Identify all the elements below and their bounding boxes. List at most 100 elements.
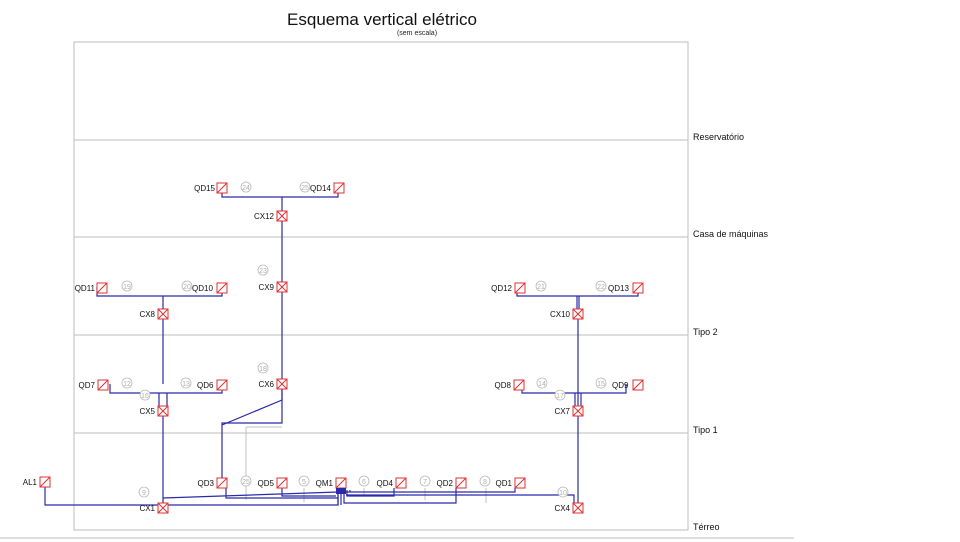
- circuit-number-tag: 7: [419, 475, 431, 487]
- svg-text:25: 25: [242, 479, 250, 486]
- box-label-cx6: CX6: [258, 380, 274, 389]
- circuit-number-tag: 10: [557, 486, 569, 498]
- circuit-number-tag: 17: [554, 389, 566, 401]
- circuit-number-tag: 5: [298, 475, 310, 487]
- diagram-subtitle: (sem escala): [396, 30, 438, 37]
- circuit-number-tag: 14: [536, 377, 548, 389]
- box-label-cx1: CX1: [139, 504, 155, 513]
- svg-text:22: 22: [597, 284, 605, 291]
- wire: [221, 388, 283, 486]
- svg-text:15: 15: [597, 381, 605, 388]
- diagram-title: Esquema vertical elétrico: [287, 10, 477, 29]
- circuit-number-tag: 6: [358, 475, 370, 487]
- wire: [162, 491, 339, 499]
- feeder-wires: [44, 188, 639, 506]
- panel-symbol: [513, 379, 525, 391]
- panel-label-qm1: QM1: [316, 479, 334, 488]
- panel-symbol: [632, 282, 644, 294]
- svg-text:8: 8: [483, 479, 487, 486]
- circuit-number-tag: 16: [139, 389, 151, 401]
- panel-symbol: [216, 477, 228, 489]
- svg-text:16: 16: [141, 393, 149, 400]
- wire: [281, 488, 336, 497]
- svg-text:21: 21: [537, 284, 545, 291]
- svg-text:13: 13: [182, 381, 190, 388]
- box-symbol: [572, 308, 584, 320]
- wire: [346, 494, 575, 505]
- panel-symbol: [216, 379, 228, 391]
- circuit-number-tag: 9: [138, 486, 150, 498]
- box-label-cx9: CX9: [258, 283, 274, 292]
- box-labels: CX12 CX9 CX8 CX10 CX6 CX5 CX7 CX1 CX4: [139, 212, 570, 513]
- svg-text:17: 17: [556, 393, 564, 400]
- panel-symbol: [333, 182, 345, 194]
- box-label-cx8: CX8: [139, 310, 155, 319]
- panel-symbol: [395, 477, 407, 489]
- panel-label-qd13: QD13: [608, 284, 629, 293]
- panel-label-qd9: QD9: [612, 381, 629, 390]
- panel-label-qd4: QD4: [377, 479, 394, 488]
- panel-label-qd2: QD2: [437, 479, 454, 488]
- floor-label-reservatorio: Reservatório: [693, 132, 744, 142]
- circuit-number-tag: 18: [257, 362, 269, 374]
- box-label-cx7: CX7: [554, 407, 570, 416]
- wire: [225, 485, 338, 499]
- panel-labels: QD15 QD14 QD11 QD10 QD12 QD13 QD7 QD6 QD…: [23, 184, 630, 488]
- box-symbol: [157, 502, 169, 514]
- panel-label-qd12: QD12: [491, 284, 512, 293]
- circuit-number-tag: 19: [121, 280, 133, 292]
- floor-label-casa-de-maquinas: Casa de máquinas: [693, 229, 769, 239]
- panel-label-qd5: QD5: [258, 479, 275, 488]
- circuit-number-tag: 20: [181, 280, 193, 292]
- box-label-cx4: CX4: [554, 504, 570, 513]
- circuit-number-tag: 12: [121, 377, 133, 389]
- floor-label-tipo-2: Tipo 2: [693, 327, 718, 337]
- panel-label-al1: AL1: [23, 478, 38, 487]
- panel-label-qd8: QD8: [495, 381, 512, 390]
- svg-text:12: 12: [123, 381, 131, 388]
- panel-label-qd6: QD6: [197, 381, 214, 390]
- panel-label-qd15: QD15: [194, 184, 215, 193]
- panel-label-qd11: QD11: [75, 284, 96, 293]
- wire: [345, 488, 516, 493]
- panel-symbol: [216, 182, 228, 194]
- building-outline: [73, 41, 689, 531]
- box-symbol: [157, 308, 169, 320]
- circuit-number-tag: 25: [240, 475, 252, 487]
- circuit-number-tag: 25: [299, 181, 311, 193]
- boxes: [157, 210, 584, 514]
- svg-text:24: 24: [242, 185, 250, 192]
- panel-label-qd3: QD3: [198, 479, 215, 488]
- circuit-numbers: 24 25 23 19 20 21 22 18 12 13 16 14 15 1…: [121, 181, 607, 498]
- svg-text:10: 10: [559, 490, 567, 497]
- box-symbol: [572, 405, 584, 417]
- panel-label-qd10: QD10: [192, 284, 213, 293]
- wire: [44, 483, 159, 506]
- svg-text:23: 23: [259, 268, 267, 275]
- circuit-number-tag: 24: [240, 181, 252, 193]
- circuit-number-tag: 13: [180, 377, 192, 389]
- svg-text:14: 14: [538, 381, 546, 388]
- box-symbol: [572, 502, 584, 514]
- circuit-number-tag: 21: [535, 280, 547, 292]
- panels: [39, 182, 644, 489]
- floor-label-tipo-1: Tipo 1: [693, 425, 718, 435]
- box-symbol: [276, 378, 288, 390]
- panel-symbol: [39, 476, 51, 488]
- svg-text:6: 6: [362, 479, 366, 486]
- panel-symbol: [97, 379, 109, 391]
- panel-label-qd14: QD14: [310, 184, 331, 193]
- panel-symbol: [514, 282, 526, 294]
- panel-label-qd1: QD1: [496, 479, 513, 488]
- panel-symbol: [455, 477, 467, 489]
- panel-symbol: [514, 477, 526, 489]
- floor-grid: [0, 41, 794, 539]
- box-label-cx5: CX5: [139, 407, 155, 416]
- svg-text:5: 5: [302, 479, 306, 486]
- box-label-cx12: CX12: [254, 212, 275, 221]
- panel-symbol: [632, 379, 644, 391]
- wire: [221, 388, 283, 426]
- svg-text:18: 18: [259, 366, 267, 373]
- panel-symbol: [335, 477, 347, 489]
